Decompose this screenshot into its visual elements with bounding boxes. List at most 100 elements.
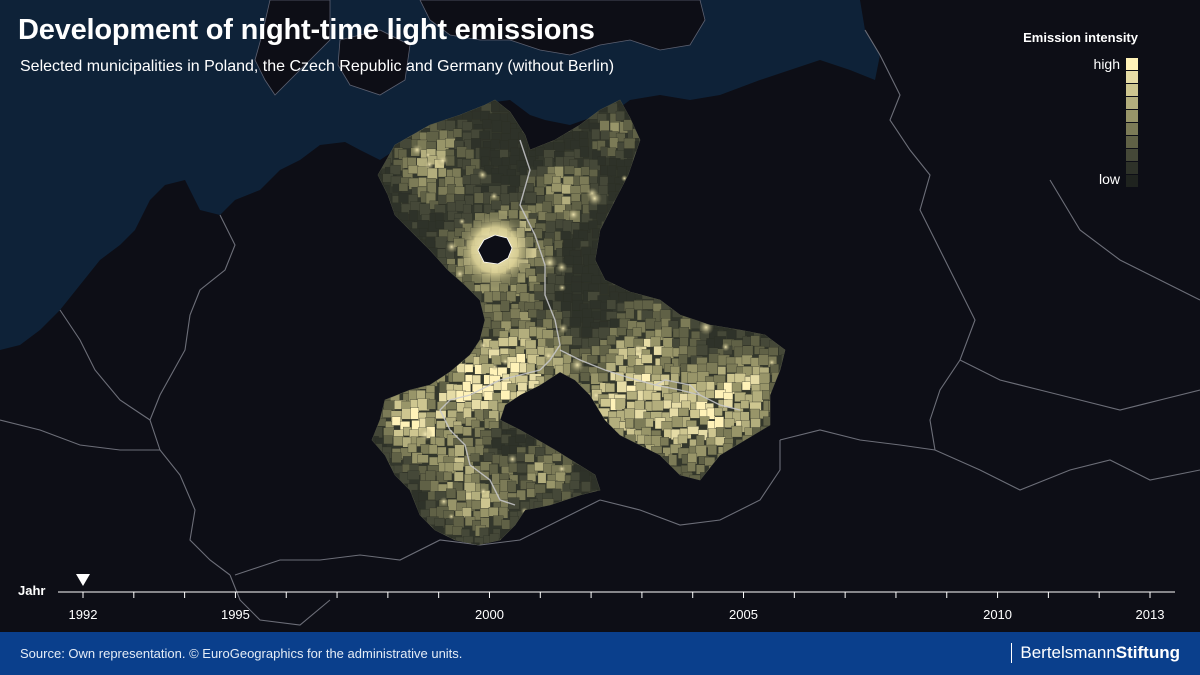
municipality-cell: [734, 536, 745, 545]
municipality-cell: [697, 113, 709, 124]
municipality-cell: [768, 480, 781, 492]
municipality-cell: [660, 101, 672, 111]
municipality-cell: [554, 439, 566, 449]
municipality-cell: [372, 534, 382, 545]
municipality-cell: [436, 319, 447, 330]
municipality-cell: [626, 211, 636, 222]
municipality-cell: [597, 525, 609, 537]
municipality-cell: [372, 499, 377, 512]
municipality-cell: [429, 366, 441, 378]
legend-swatch: [1126, 149, 1138, 161]
municipality-cell: [652, 100, 665, 106]
timeline-marker-icon[interactable]: [76, 574, 90, 586]
municipality-cell: [608, 546, 618, 557]
municipality-cell: [419, 480, 431, 491]
municipality-cell: [740, 212, 750, 225]
municipality-cell: [754, 272, 766, 283]
municipality-cell: [786, 349, 795, 359]
municipality-cell: [759, 525, 772, 538]
municipality-cell: [526, 488, 536, 498]
municipality-cell: [762, 554, 771, 563]
municipality-cell: [669, 137, 679, 149]
municipality-cell: [634, 525, 646, 537]
municipality-cell: [669, 210, 679, 222]
municipality-cell: [633, 204, 643, 217]
municipality-cell: [579, 399, 590, 409]
municipality-cell: [555, 536, 566, 545]
municipality-cell: [653, 230, 666, 241]
municipality-cell: [641, 456, 652, 468]
municipality-cell: [391, 256, 401, 268]
municipality-cell: [735, 222, 745, 232]
municipality-cell: [706, 236, 718, 247]
timeline-year-label[interactable]: 1995: [220, 607, 250, 622]
page-title: Development of night-time light emission…: [18, 14, 595, 46]
municipality-cell: [582, 454, 591, 466]
municipality-cell: [588, 403, 600, 416]
municipality-cell: [786, 204, 796, 215]
municipality-cell: [410, 407, 420, 420]
municipality-cell: [654, 158, 664, 170]
timeline-year-label[interactable]: 1992: [68, 607, 98, 622]
timeline-year-label[interactable]: 2010: [983, 607, 1013, 622]
municipality-cell: [776, 193, 785, 203]
municipality-cell: [635, 245, 646, 257]
municipality-cell: [742, 294, 755, 305]
municipality-cell: [761, 101, 771, 111]
timeline-year-label[interactable]: 2000: [475, 607, 504, 622]
year-timeline[interactable]: 1992 1995 2000 2005 2010 2013: [0, 570, 1200, 630]
municipality-cell: [672, 177, 685, 188]
municipality-cell: [732, 130, 742, 143]
municipality-cell: [723, 248, 734, 261]
municipality-cell: [724, 148, 735, 160]
municipality-cell: [605, 483, 616, 493]
municipality-cell: [715, 249, 726, 262]
city-glow: [557, 464, 567, 474]
municipality-cell: [372, 524, 381, 536]
timeline-year-label[interactable]: 2005: [729, 607, 758, 622]
municipality-cell: [723, 100, 732, 108]
municipality-cell: [509, 516, 519, 529]
municipality-cell: [588, 444, 597, 457]
municipality-cell: [644, 167, 655, 179]
municipality-cell: [752, 200, 762, 211]
municipality-cell: [661, 219, 673, 231]
municipality-cell: [403, 348, 415, 360]
municipality-cell: [742, 345, 754, 356]
municipality-cell: [663, 399, 672, 409]
municipality-cell: [771, 249, 781, 262]
municipality-cell: [372, 493, 382, 505]
municipality-cell: [501, 121, 511, 134]
municipality-cell: [679, 240, 689, 250]
municipality-cell: [572, 401, 583, 411]
municipality-cell: [750, 164, 762, 176]
municipality-cell: [744, 204, 755, 216]
municipality-cell: [776, 229, 785, 242]
municipality-cell: [736, 104, 746, 117]
municipality-cell: [689, 299, 702, 311]
municipality-cell: [654, 123, 667, 132]
timeline-year-label[interactable]: 2013: [1135, 607, 1165, 622]
municipality-cell: [741, 310, 752, 321]
municipality-cell: [790, 122, 802, 131]
municipality-cell: [615, 507, 628, 520]
municipality-cell: [372, 357, 375, 367]
municipality-cell: [722, 492, 732, 502]
municipality-cell: [506, 291, 517, 302]
municipality-cell: [727, 119, 740, 133]
municipality-cell: [724, 174, 736, 184]
municipality-cell: [402, 534, 414, 545]
municipality-cell: [570, 281, 582, 293]
municipality-cell: [564, 516, 577, 529]
municipality-cell: [633, 556, 645, 564]
municipality-cell: [618, 231, 631, 241]
municipality-cell: [697, 497, 708, 508]
municipality-cell: [453, 471, 464, 482]
municipality-cell: [385, 493, 395, 502]
municipality-cell: [696, 274, 707, 283]
municipality-cell: [456, 329, 468, 339]
municipality-cell: [392, 373, 403, 385]
municipality-cell: [776, 524, 785, 535]
legend-swatch: [1126, 175, 1138, 187]
municipality-cell: [580, 416, 592, 427]
